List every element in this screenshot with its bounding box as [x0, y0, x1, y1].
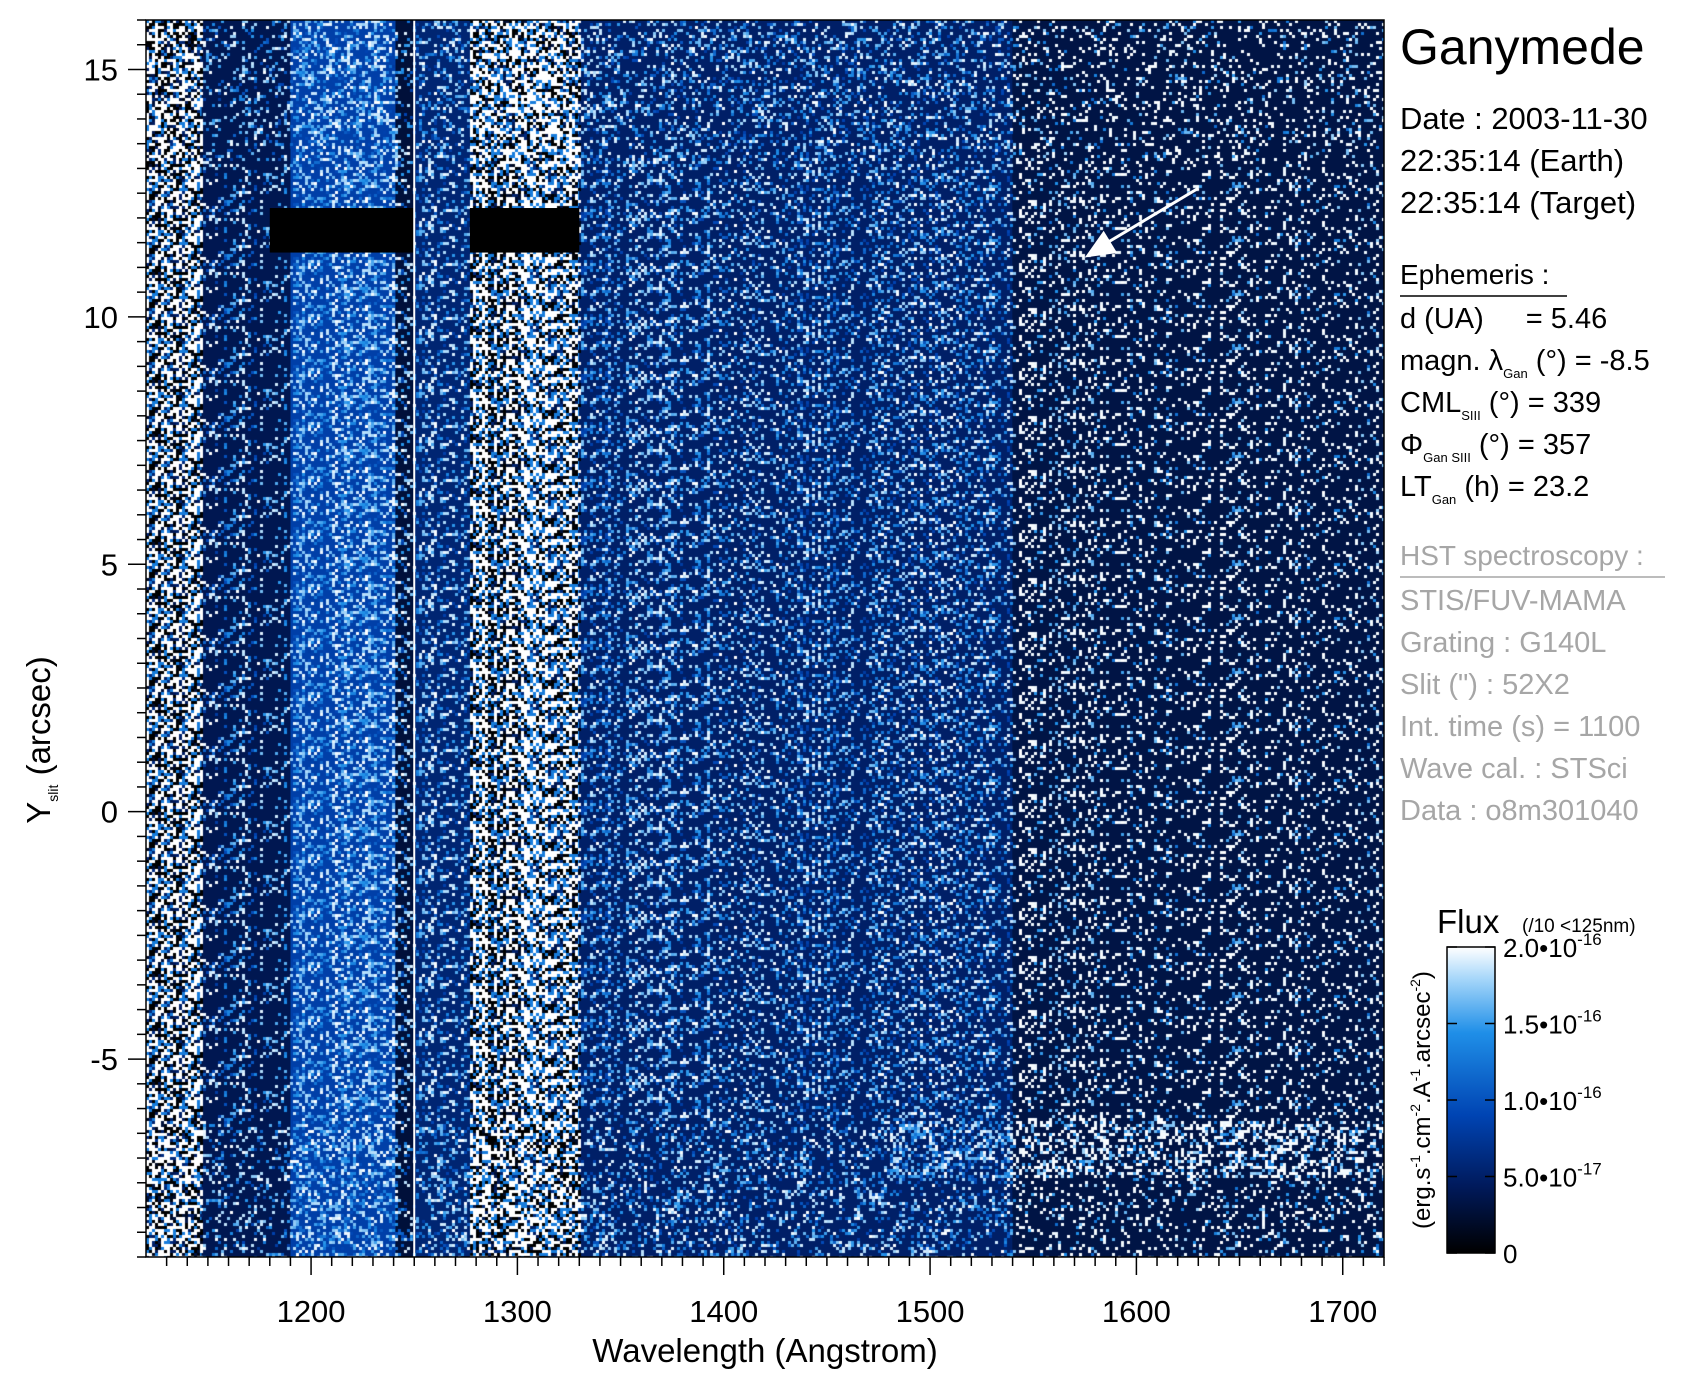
spectrum-noise-image [146, 20, 1384, 1257]
y-axis-label-main: Y [20, 802, 57, 824]
info-time-earth: 22:35:14 (Earth) [1400, 143, 1625, 178]
svg-text:Yslit (arcsec): Yslit (arcsec) [20, 656, 61, 823]
masked-bar-2 [469, 208, 580, 253]
info-phi: ΦGan SIII (°) = 357 [1400, 429, 1592, 465]
colorbar-tick-label: 5.0•10-17 [1503, 1160, 1602, 1193]
info-slit: Slit (") : 52X2 [1400, 669, 1570, 701]
info-integration-time: Int. time (s) = 1100 [1400, 711, 1641, 743]
info-date: Date : 2003-11-30 [1400, 101, 1648, 136]
y-axis-ticks: -5 0 5 10 15 [84, 19, 146, 1258]
y-tick-label: -5 [90, 1042, 118, 1077]
x-tick-label: 1300 [483, 1294, 552, 1329]
x-tick-label: 1600 [1102, 1294, 1171, 1329]
distance-value: = 5.46 [1525, 303, 1608, 335]
annotation-arrow-shaft [1100, 186, 1200, 248]
x-axis-label: Wavelength (Angstrom) [592, 1332, 937, 1369]
info-distance: d (UA) = 5.46 [1400, 298, 1607, 340]
chart-title: Ganymede [1400, 19, 1645, 75]
y-tick-label: 15 [84, 52, 118, 87]
info-data-id: Data : o8m301040 [1400, 795, 1639, 827]
colorbar-tick-label: 1.0•10-16 [1503, 1083, 1602, 1116]
y-tick-label: 10 [84, 300, 118, 335]
distance-label: d (UA) [1400, 303, 1484, 335]
x-tick-label: 1700 [1308, 1294, 1377, 1329]
colorbar-unit-text: (erg.s-1.cm-2.A-1.arcsec-2) [1407, 971, 1436, 1229]
annotation-arrow-head [1084, 230, 1118, 258]
spectrum-noise-layer [146, 20, 1384, 1257]
y-tick-label: 5 [101, 547, 118, 582]
colorbar-tick-label: 1.5•10-16 [1503, 1007, 1602, 1040]
info-local-time: LTGan (h) = 23.2 [1400, 471, 1590, 507]
colorbar-title: Flux [1437, 903, 1500, 940]
hst-header: HST spectroscopy : [1400, 540, 1644, 571]
colorbar-ticks: 0 5.0•10-17 1.0•10-16 1.5•10-16 2.0•10-16 [1447, 930, 1602, 1269]
x-tick-label: 1200 [277, 1294, 346, 1329]
info-time-target: 22:35:14 (Target) [1400, 185, 1637, 220]
plot-overlays [269, 20, 1200, 1257]
info-instrument: STIS/FUV-MAMA [1400, 585, 1626, 617]
colorbar-tick-label: 0 [1503, 1239, 1517, 1269]
masked-bar-1 [269, 208, 415, 253]
info-magnetic-latitude: magn. λGan (°) = -8.5 [1400, 345, 1650, 381]
x-axis-ticks: 1200 1300 1400 1500 1600 1700 [165, 1257, 1385, 1329]
ephemeris-header: Ephemeris : [1400, 259, 1550, 290]
y-tick-label: 0 [101, 795, 118, 830]
info-wave-calibration: Wave cal. : STSci [1400, 753, 1628, 785]
info-grating: Grating : G140L [1400, 627, 1607, 659]
colorbar-unit-label: (erg.s-1.cm-2.A-1.arcsec-2) [1407, 971, 1436, 1229]
colorbar-tick-label: 2.0•10-16 [1503, 930, 1602, 963]
x-tick-label: 1500 [896, 1294, 965, 1329]
y-axis-label: Yslit (arcsec) [20, 656, 61, 823]
colorbar-note: (/10 <125nm) [1522, 916, 1636, 937]
y-axis-label-subscript: slit [45, 785, 61, 802]
y-axis-label-unit: (arcsec) [20, 656, 57, 784]
x-tick-label: 1400 [689, 1294, 758, 1329]
info-cml: CMLSIII (°) = 339 [1400, 387, 1602, 423]
